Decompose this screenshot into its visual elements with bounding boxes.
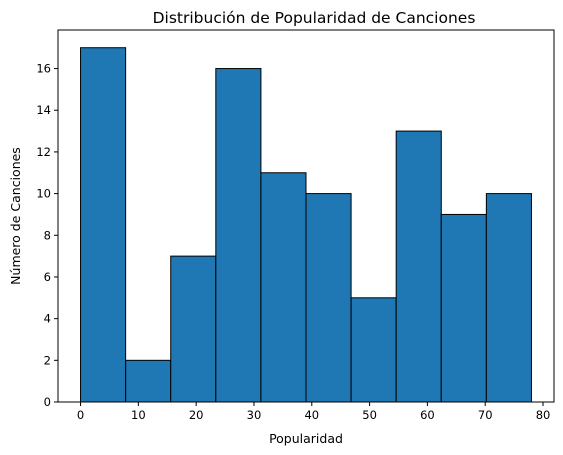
x-tick-label: 30 xyxy=(247,408,262,422)
x-tick-label: 80 xyxy=(536,408,551,422)
y-axis-label: Número de Canciones xyxy=(8,147,23,285)
histogram-bar xyxy=(485,193,532,403)
y-tick-label: 14 xyxy=(36,103,51,117)
histogram-bar xyxy=(350,297,397,403)
y-tick-label: 6 xyxy=(44,270,51,284)
y-tick-label: 8 xyxy=(44,228,51,242)
chart-title: Distribución de Popularidad de Canciones xyxy=(153,9,476,27)
y-tick-label: 16 xyxy=(36,62,51,76)
x-axis-ticks: 0 10 20 30 40 50 60 70 80 xyxy=(77,402,550,422)
y-axis-ticks: 0 2 4 6 8 10 12 14 16 xyxy=(36,62,58,409)
y-tick-label: 0 xyxy=(44,395,51,409)
y-tick-label: 2 xyxy=(44,353,51,367)
x-tick-label: 60 xyxy=(420,408,435,422)
bars-group xyxy=(80,47,532,403)
x-tick-label: 0 xyxy=(77,408,84,422)
x-tick-label: 40 xyxy=(304,408,319,422)
histogram-bar xyxy=(125,359,172,403)
x-axis-label: Popularidad xyxy=(269,431,343,446)
x-tick-label: 20 xyxy=(189,408,204,422)
histogram-bar xyxy=(170,255,217,403)
x-tick-label: 10 xyxy=(131,408,146,422)
histogram-bar xyxy=(395,130,442,403)
y-tick-label: 12 xyxy=(36,145,51,159)
histogram-bar xyxy=(440,213,487,403)
histogram-bar xyxy=(260,172,307,403)
histogram-bar xyxy=(80,47,127,403)
x-tick-label: 50 xyxy=(362,408,377,422)
plot-frame xyxy=(57,29,555,403)
x-tick-label: 70 xyxy=(478,408,493,422)
histogram-bar xyxy=(215,68,262,403)
y-tick-label: 10 xyxy=(36,187,51,201)
y-tick-label: 4 xyxy=(44,312,51,326)
histogram-bar xyxy=(305,193,352,403)
